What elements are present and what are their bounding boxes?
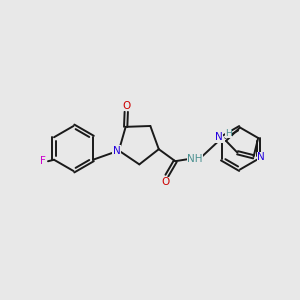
Text: H: H [225,129,232,138]
Text: N: N [214,132,222,142]
Text: O: O [162,177,170,187]
Text: N: N [112,146,120,156]
Text: N: N [257,152,265,162]
Text: F: F [40,156,46,166]
Text: NH: NH [187,154,203,164]
Text: O: O [122,101,130,111]
